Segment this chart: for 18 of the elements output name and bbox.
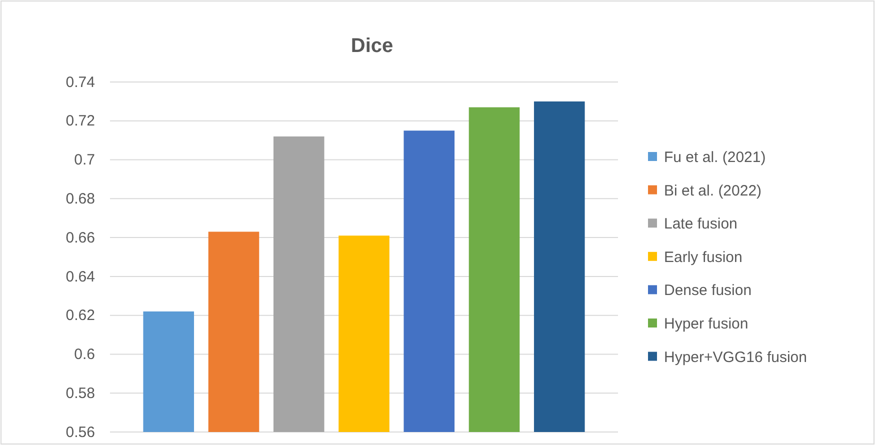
y-tick-label: 0.66 [66, 229, 95, 246]
legend-label: Hyper+VGG16 fusion [664, 348, 807, 366]
chart-title: Dice [350, 35, 394, 57]
legend-label: Bi et al. (2022) [664, 182, 762, 200]
y-tick-label: 0.7 [74, 152, 95, 169]
y-tick-label: 0.58 [66, 384, 95, 402]
y-tick-label: 0.64 [66, 268, 95, 286]
legend-label: Dense fusion [664, 282, 752, 300]
y-tick-label: 0.56 [66, 424, 95, 441]
y-tick-label: 0.62 [66, 307, 95, 324]
legend-label: Early fusion [664, 248, 742, 266]
legend-label: Hyper fusion [664, 316, 748, 332]
y-tick-label: 0.74 [66, 74, 95, 91]
y-tick-label: 0.72 [66, 112, 95, 130]
legend-label: Fu et al. (2021) [664, 149, 766, 166]
y-tick-label: 0.68 [66, 190, 95, 208]
y-tick-label: 0.6 [74, 346, 95, 364]
legend-label: Late fusion [664, 216, 738, 233]
